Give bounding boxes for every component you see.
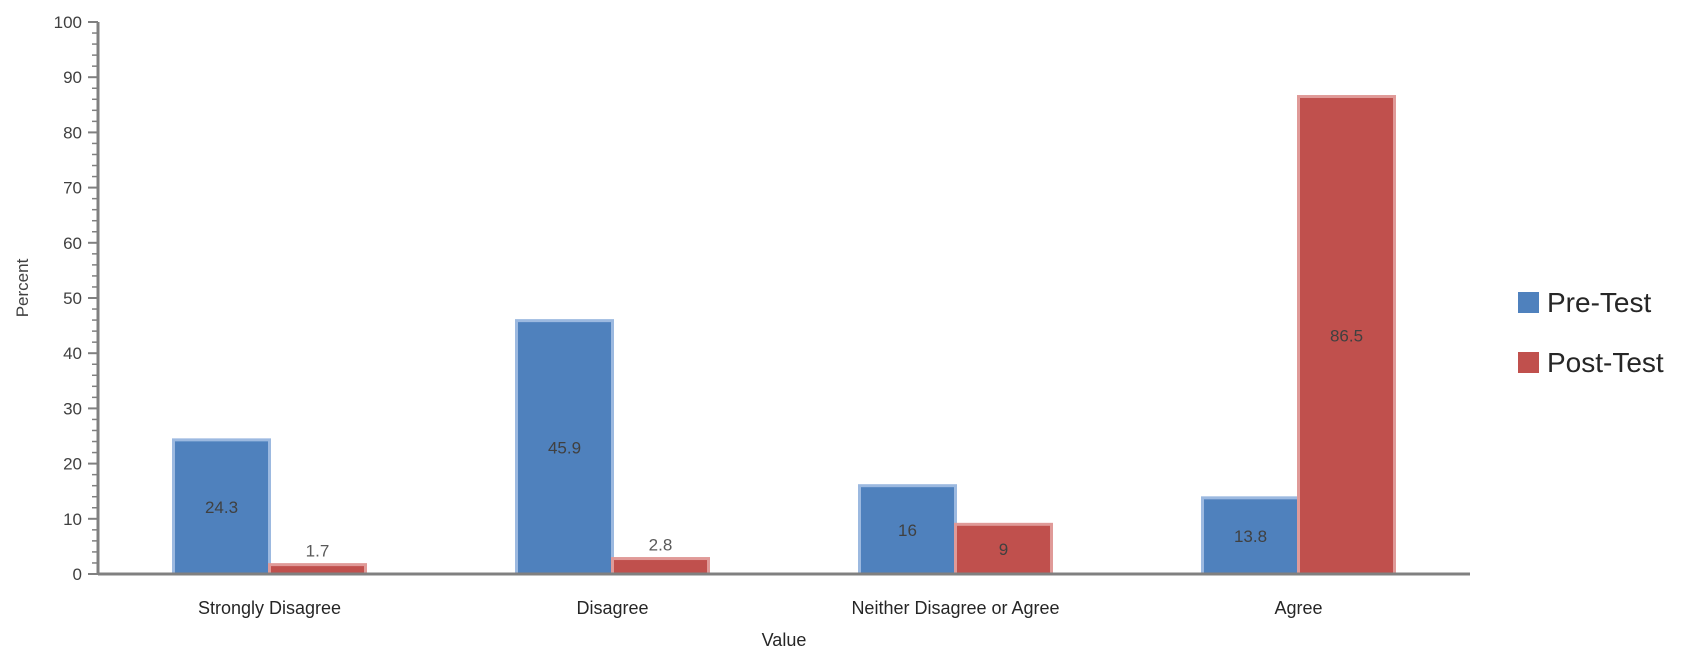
bar-pre-test (172, 438, 271, 576)
legend-label: Post-Test (1547, 347, 1664, 378)
legend: Pre-Test Post-Test (1518, 287, 1664, 378)
bar-post-test (1297, 95, 1396, 576)
bar-value-label: 24.3 (205, 498, 238, 517)
y-tick-label: 20 (63, 455, 82, 474)
bar-post-test (611, 557, 710, 576)
y-tick-label: 100 (54, 13, 82, 32)
x-axis-title: Value (762, 630, 807, 650)
bar-value-label: 2.8 (649, 536, 673, 555)
bar-value-label: 9 (999, 540, 1008, 559)
bar-value-label: 13.8 (1234, 527, 1267, 546)
bar-value-label: 45.9 (548, 438, 581, 457)
y-tick-label: 50 (63, 289, 82, 308)
y-tick-label: 40 (63, 344, 82, 363)
y-tick-label: 60 (63, 234, 82, 253)
legend-swatch-pre-test (1518, 292, 1539, 313)
y-tick-label: 80 (63, 123, 82, 142)
bars (172, 95, 1396, 576)
x-tick-label: Disagree (576, 598, 648, 618)
x-tick-label: Strongly Disagree (198, 598, 341, 618)
y-tick-label: 10 (63, 510, 82, 529)
y-tick-label: 90 (63, 68, 82, 87)
x-tick-label: Neither Disagree or Agree (851, 598, 1059, 618)
legend-swatch-post-test (1518, 352, 1539, 373)
y-tick-label: 70 (63, 179, 82, 198)
bar-pre-test (1201, 496, 1300, 576)
bar-pre-test (515, 319, 614, 576)
y-tick-label: 0 (73, 565, 82, 584)
bar-value-label: 86.5 (1330, 326, 1363, 345)
legend-label: Pre-Test (1547, 287, 1651, 318)
bar-value-label: 1.7 (306, 542, 330, 561)
data-labels: 24.3 1.7 45.9 2.8 16 9 13.8 86.5 (205, 326, 1363, 560)
bar-post-test (954, 522, 1053, 576)
bar-value-label: 16 (898, 521, 917, 540)
y-axis-ticks: 0 10 20 30 40 50 60 70 80 90 100 (54, 13, 98, 584)
y-axis-title: Percent (13, 258, 32, 317)
x-axis-labels: Strongly Disagree Disagree Neither Disagre… (198, 598, 1323, 618)
x-tick-label: Agree (1274, 598, 1322, 618)
y-tick-label: 30 (63, 399, 82, 418)
